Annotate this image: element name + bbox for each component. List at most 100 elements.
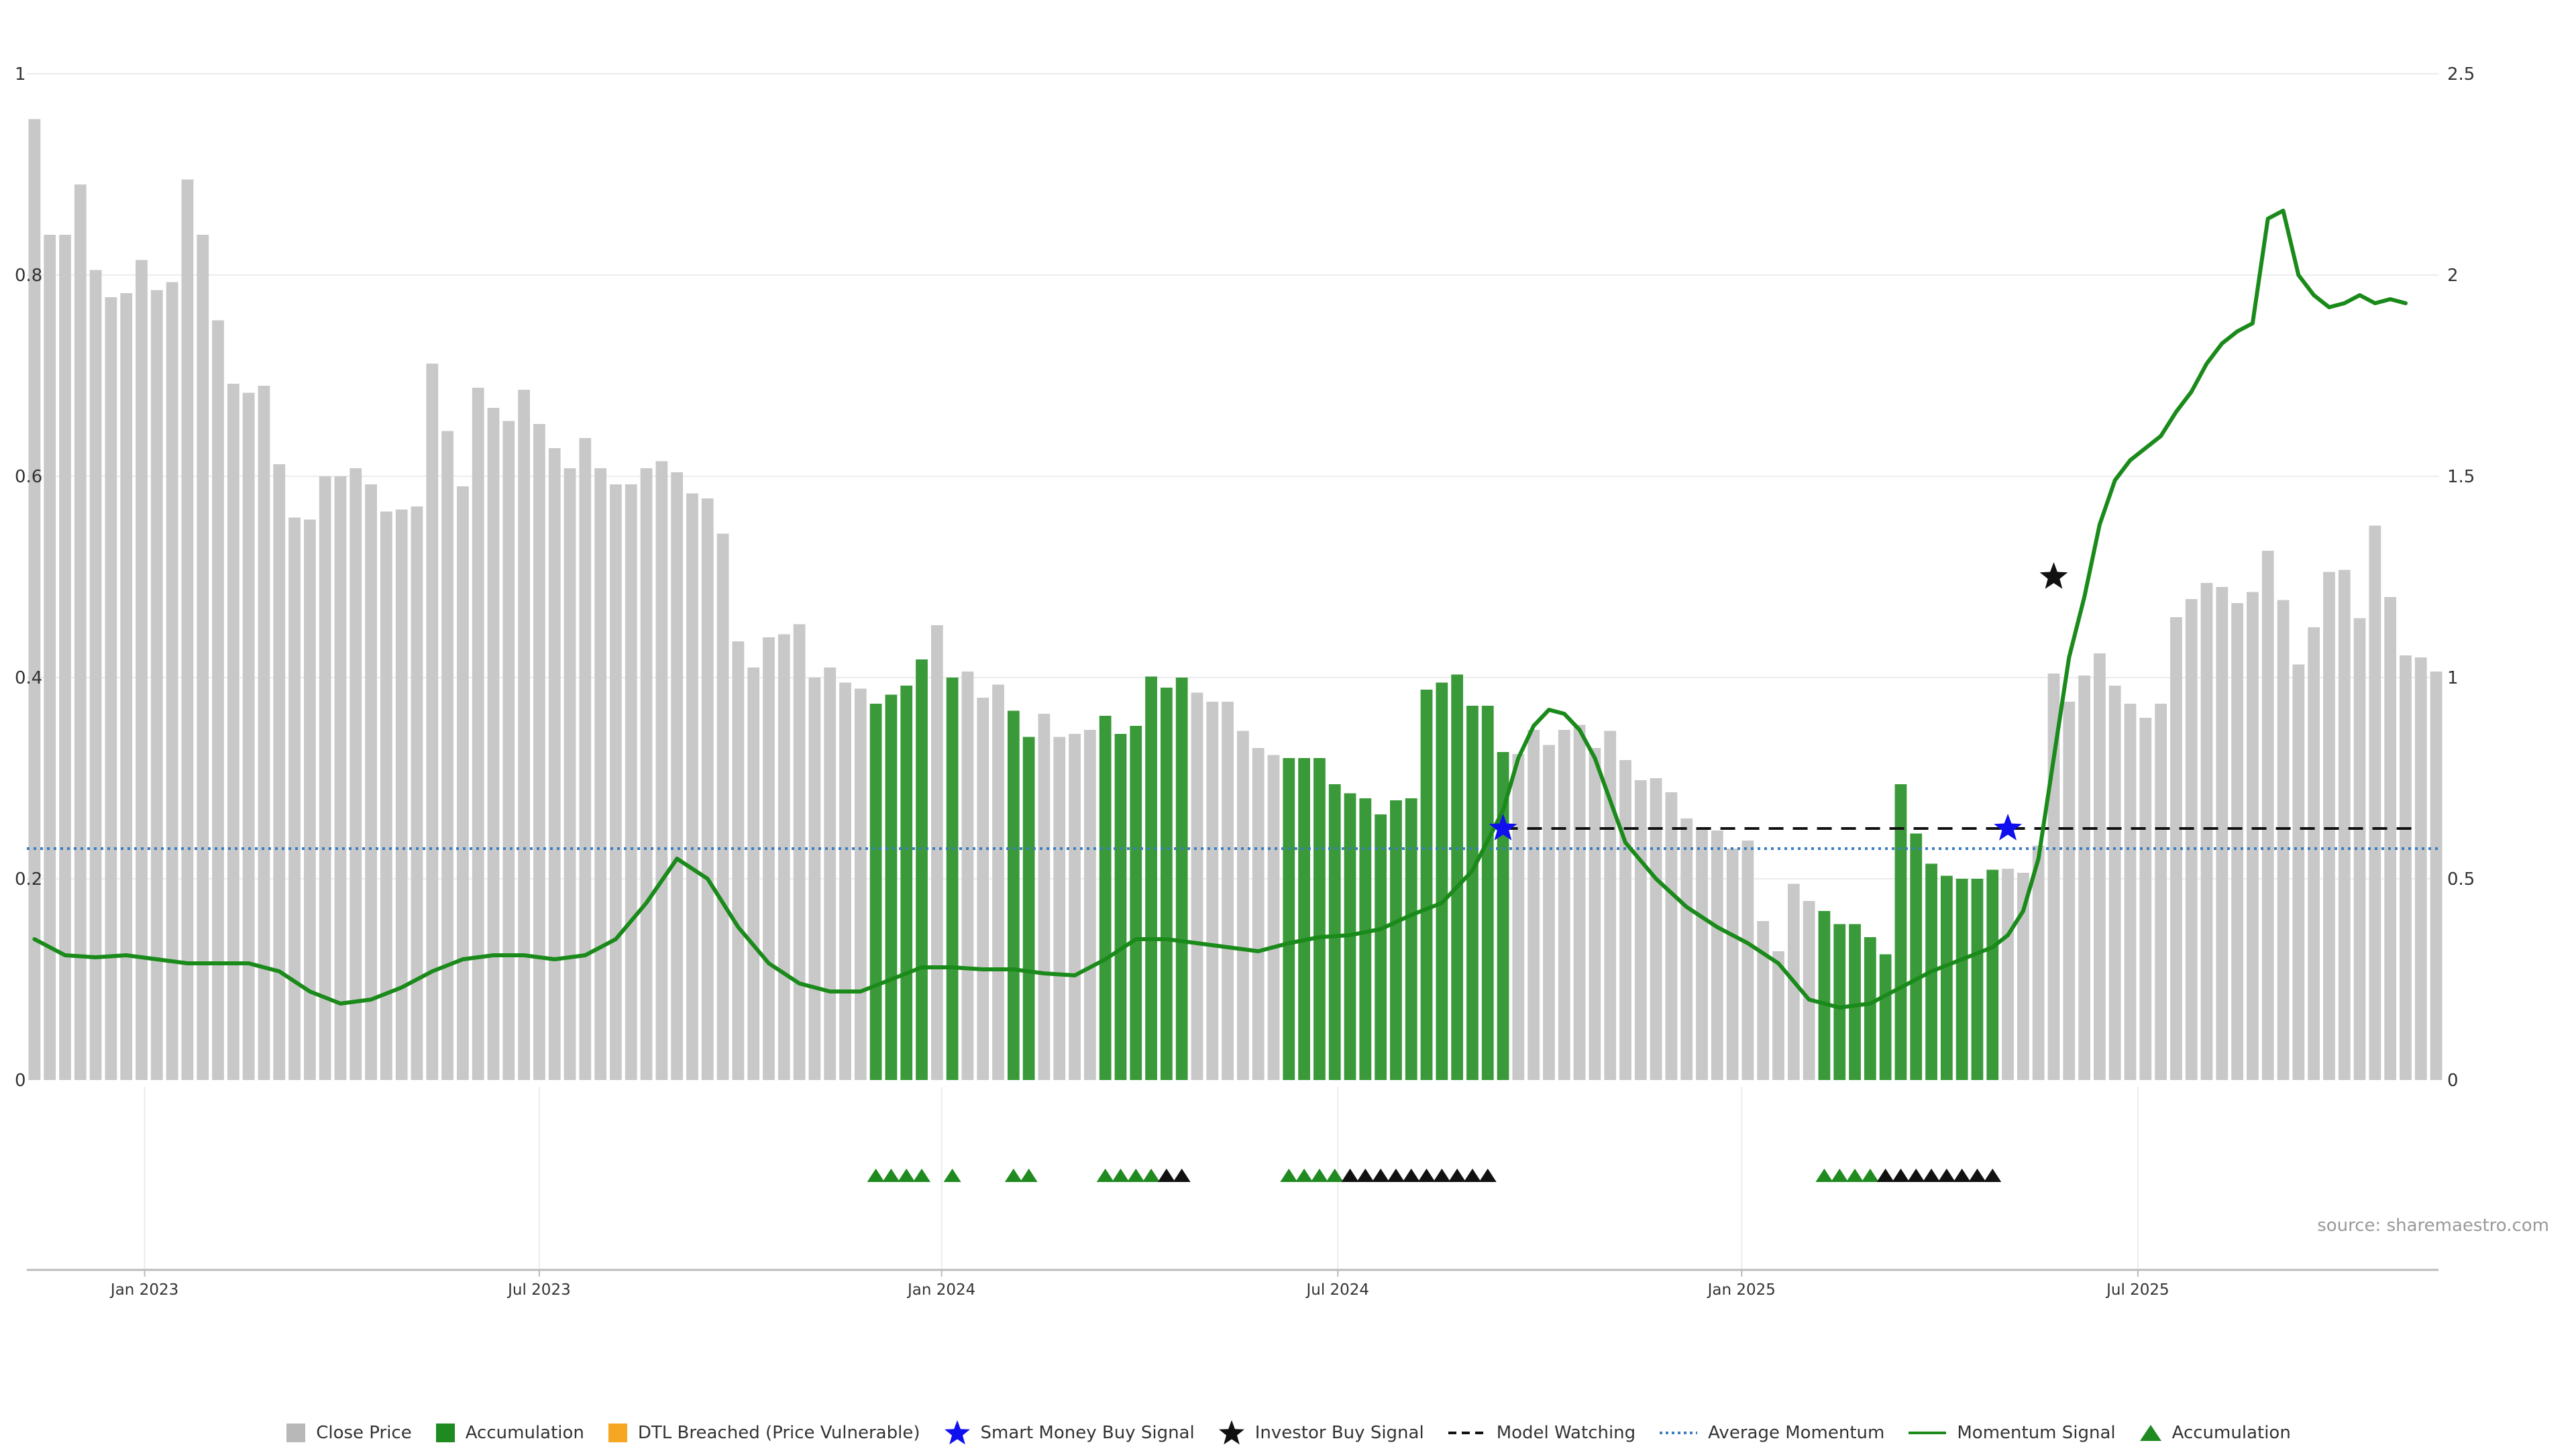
close-price-bar (1573, 724, 1586, 1080)
close-price-bar (1803, 901, 1815, 1080)
investor-marker (1876, 1169, 1894, 1182)
x-tick-label: Jul 2025 (2105, 1281, 2169, 1299)
close-price-bar (2002, 869, 2014, 1080)
legend-item: Accumulation (2139, 1422, 2291, 1444)
legend-label: Model Watching (1496, 1423, 1636, 1443)
close-price-bar (502, 421, 515, 1080)
legend-label: Average Momentum (1708, 1423, 1885, 1443)
legend-label: DTL Breached (Price Vulnerable) (637, 1423, 920, 1443)
momentum-signal (32, 209, 2408, 1010)
accumulation-bar (1436, 682, 1448, 1080)
close-price-bar (350, 468, 362, 1080)
close-price-bar (227, 384, 239, 1080)
close-price-bar (579, 438, 592, 1080)
close-price-bar (1053, 737, 1066, 1080)
close-price-bar (2108, 686, 2121, 1080)
close-price-bar (777, 634, 790, 1080)
close-price-bar (763, 637, 775, 1080)
legend-item: DTL Breached (Price Vulnerable) (607, 1422, 920, 1444)
legend-label: Smart Money Buy Signal (980, 1423, 1195, 1443)
close-price-bar (1069, 734, 1081, 1080)
close-price-bar (1634, 780, 1647, 1080)
left-tick-label: 0 (15, 1071, 26, 1091)
accumulation-marker (1280, 1169, 1298, 1182)
close-price-bar (2277, 600, 2290, 1080)
close-price-bar (2155, 704, 2167, 1080)
signal-markers (867, 1169, 2002, 1182)
accumulation-bar (1130, 726, 1142, 1080)
investor-buy-signal-icon (2039, 562, 2068, 589)
right-tick-label: 2 (2447, 266, 2459, 286)
close-price-bar (2216, 587, 2229, 1080)
accumulation-marker (882, 1169, 900, 1182)
legend-label: Investor Buy Signal (1254, 1423, 1424, 1443)
accumulation-marker (1295, 1169, 1313, 1182)
accumulation-marker (867, 1169, 885, 1182)
close-price-bar (2323, 572, 2335, 1080)
close-price-bar (930, 625, 943, 1080)
close-price-bar (518, 390, 531, 1080)
close-price-bar (716, 533, 729, 1080)
accumulation-marker (1815, 1169, 1833, 1182)
legend-label: Accumulation (465, 1423, 584, 1443)
accumulation-bar (1359, 798, 1372, 1080)
legend-item: Smart Money Buy Signal (943, 1419, 1195, 1447)
left-tick-label: 1 (15, 64, 26, 85)
close-price-bar (1558, 730, 1570, 1080)
accumulation-bar (946, 678, 959, 1080)
investor-marker (1937, 1169, 1955, 1182)
close-price-bar (181, 179, 194, 1080)
legend-dashed-line-icon (1448, 1432, 1486, 1434)
left-tick-label: 0.4 (15, 668, 42, 688)
investor-marker (1387, 1169, 1405, 1182)
close-price-bar (732, 641, 745, 1080)
close-price-bars (28, 119, 2443, 1080)
close-price-bar (273, 464, 286, 1080)
accumulation-bar (1283, 758, 1295, 1080)
close-price-bar (1589, 748, 1601, 1080)
right-tick-label: 2.5 (2447, 64, 2475, 85)
close-price-bar (2384, 597, 2397, 1080)
legend-square-icon (435, 1424, 455, 1442)
close-price-bar (1512, 754, 1525, 1080)
close-price-bar (2231, 603, 2244, 1080)
accumulation-marker (913, 1169, 931, 1182)
close-price-bar (2063, 702, 2076, 1080)
buy-signals (1489, 562, 2068, 841)
legend-square-icon (608, 1424, 627, 1442)
close-price-bar (2369, 525, 2381, 1080)
close-price-bar (136, 260, 148, 1080)
legend-label: Momentum Signal (1957, 1423, 2116, 1443)
close-price-bar (1222, 702, 1234, 1080)
close-price-bar (533, 424, 545, 1080)
close-price-bar (1083, 730, 1096, 1080)
close-price-bar (411, 506, 423, 1080)
close-price-bar (74, 184, 87, 1080)
close-price-bar (2017, 873, 2029, 1080)
close-price-bar (2338, 570, 2351, 1080)
close-price-bar (854, 688, 867, 1080)
smart-money-buy-signal-icon (1994, 814, 2022, 841)
close-price-bar (2400, 655, 2412, 1080)
accumulation-bar (1910, 833, 1923, 1080)
left-tick-label: 0.2 (15, 869, 42, 890)
close-price-bar (793, 624, 806, 1080)
accumulation-marker (1004, 1169, 1022, 1182)
close-price-bar (1757, 921, 1770, 1080)
accumulation-marker (1112, 1169, 1130, 1182)
reference-lines (27, 827, 2438, 850)
momentum-signal-line (32, 209, 2408, 1010)
legend-label: Accumulation (2171, 1423, 2291, 1443)
investor-marker (1448, 1169, 1466, 1182)
investor-marker (1356, 1169, 1375, 1182)
legend-square-icon (286, 1424, 306, 1442)
close-price-bar (839, 682, 851, 1080)
close-price-bar (2261, 551, 2274, 1080)
legend-star-icon (944, 1420, 970, 1445)
close-price-bar (671, 472, 684, 1080)
close-price-bar (120, 293, 133, 1080)
close-price-bar (977, 698, 989, 1080)
close-price-bar (992, 684, 1004, 1080)
accumulation-marker (1310, 1169, 1328, 1182)
